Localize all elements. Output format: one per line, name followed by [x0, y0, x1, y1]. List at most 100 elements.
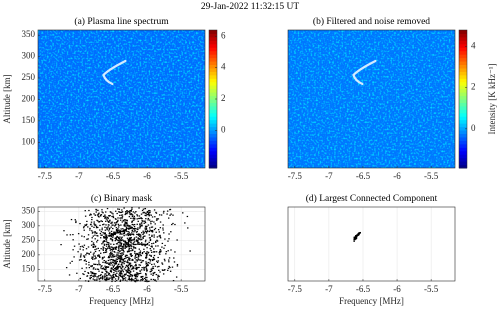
- mask-pixel: [168, 238, 170, 240]
- mask-pixel: [127, 233, 130, 235]
- mask-pixel: [90, 214, 92, 216]
- mask-pixel: [134, 212, 136, 214]
- mask-pixel: [138, 235, 141, 237]
- mask-pixel: [144, 278, 147, 280]
- mask-pixel: [123, 268, 126, 270]
- colorbar-segment: [209, 119, 217, 124]
- mask-pixel: [135, 231, 138, 233]
- mask-pixel: [111, 233, 113, 236]
- mask-pixel: [159, 221, 162, 223]
- mask-pixel: [157, 229, 160, 231]
- mask-pixel: [103, 236, 105, 239]
- mask-pixel: [122, 271, 125, 273]
- mask-pixel: [136, 230, 138, 233]
- mask-pixel: [92, 268, 95, 270]
- mask-pixel: [136, 256, 138, 258]
- mask-pixel: [107, 278, 109, 281]
- mask-pixel: [186, 215, 189, 218]
- mask-pixel: [101, 258, 104, 260]
- mask-pixel: [133, 229, 136, 231]
- mask-pixel: [120, 245, 122, 247]
- mask-pixel: [106, 271, 108, 273]
- mask-pixel: [97, 264, 99, 266]
- mask-pixel: [111, 277, 114, 279]
- mask-pixel: [119, 279, 122, 281]
- mask-pixel: [150, 270, 153, 272]
- mask-pixel: [99, 275, 102, 277]
- mask-pixel: [128, 279, 131, 281]
- mask-pixel: [105, 248, 107, 250]
- mask-pixel: [92, 242, 95, 244]
- mask-pixel: [106, 229, 108, 231]
- mask-pixel: [103, 275, 106, 277]
- mask-pixel: [100, 231, 103, 233]
- mask-pixel: [132, 242, 135, 244]
- mask-pixel: [125, 227, 128, 229]
- mask-pixel: [92, 278, 94, 280]
- mask-pixel: [173, 257, 175, 259]
- mask-pixel: [182, 212, 184, 214]
- mask-pixel: [110, 262, 112, 264]
- mask-pixel: [129, 264, 132, 266]
- mask-pixel: [111, 268, 113, 270]
- mask-pixel: [120, 259, 122, 261]
- mask-pixel: [151, 231, 154, 233]
- mask-pixel: [139, 217, 141, 219]
- mask-pixel: [126, 261, 128, 263]
- mask-pixel: [189, 250, 191, 252]
- mask-pixel: [133, 217, 136, 219]
- mask-pixel: [115, 260, 118, 262]
- mask-pixel: [99, 215, 102, 217]
- mask-pixel: [90, 272, 93, 274]
- mask-pixel: [95, 225, 98, 227]
- mask-pixel: [127, 234, 129, 236]
- mask-pixel: [94, 263, 96, 266]
- mask-pixel: [159, 251, 162, 253]
- mask-pixel: [104, 240, 106, 243]
- mask-pixel: [107, 259, 110, 262]
- mask-pixel: [123, 251, 125, 253]
- mask-pixel: [127, 261, 129, 263]
- mask-pixel: [113, 233, 115, 235]
- mask-pixel: [133, 241, 136, 243]
- mask-pixel: [134, 277, 136, 280]
- mask-pixel: [357, 232, 360, 235]
- colorbar-segment: [209, 61, 217, 65]
- mask-pixel: [141, 279, 144, 281]
- mask-pixel: [125, 274, 127, 276]
- mask-pixel: [110, 235, 112, 237]
- mask-pixel: [79, 256, 82, 258]
- mask-pixel: [118, 224, 120, 227]
- mask-pixel: [116, 231, 118, 233]
- mask-pixel: [149, 211, 151, 214]
- mask-pixel: [105, 260, 107, 262]
- mask-pixel: [114, 267, 116, 270]
- mask-pixel: [118, 248, 120, 250]
- mask-pixel: [112, 259, 114, 261]
- mask-pixel: [125, 225, 127, 227]
- colorbar-segment: [209, 143, 217, 148]
- mask-pixel: [114, 237, 116, 239]
- mask-pixel: [141, 251, 144, 254]
- mask-pixel: [144, 225, 147, 227]
- mask-pixel: [72, 249, 74, 251]
- mask-pixel: [117, 240, 120, 242]
- colorbar-segment: [459, 105, 467, 110]
- colorbar-tick-label: 6: [221, 30, 226, 40]
- mask-pixel: [111, 253, 113, 255]
- mask-pixel: [172, 222, 174, 225]
- mask-pixel: [84, 270, 86, 273]
- mask-pixel: [116, 252, 118, 254]
- mask-pixel: [137, 234, 139, 236]
- mask-pixel: [147, 212, 150, 214]
- mask-pixel: [108, 273, 110, 275]
- mask-pixel: [135, 267, 137, 269]
- mask-pixel: [85, 248, 88, 250]
- mask-pixel: [101, 234, 103, 236]
- mask-pixel: [120, 224, 122, 226]
- mask-pixel: [75, 220, 77, 222]
- mask-pixel: [152, 242, 155, 244]
- mask-pixel: [129, 270, 132, 272]
- mask-pixel: [119, 230, 122, 232]
- mask-pixel: [77, 251, 79, 253]
